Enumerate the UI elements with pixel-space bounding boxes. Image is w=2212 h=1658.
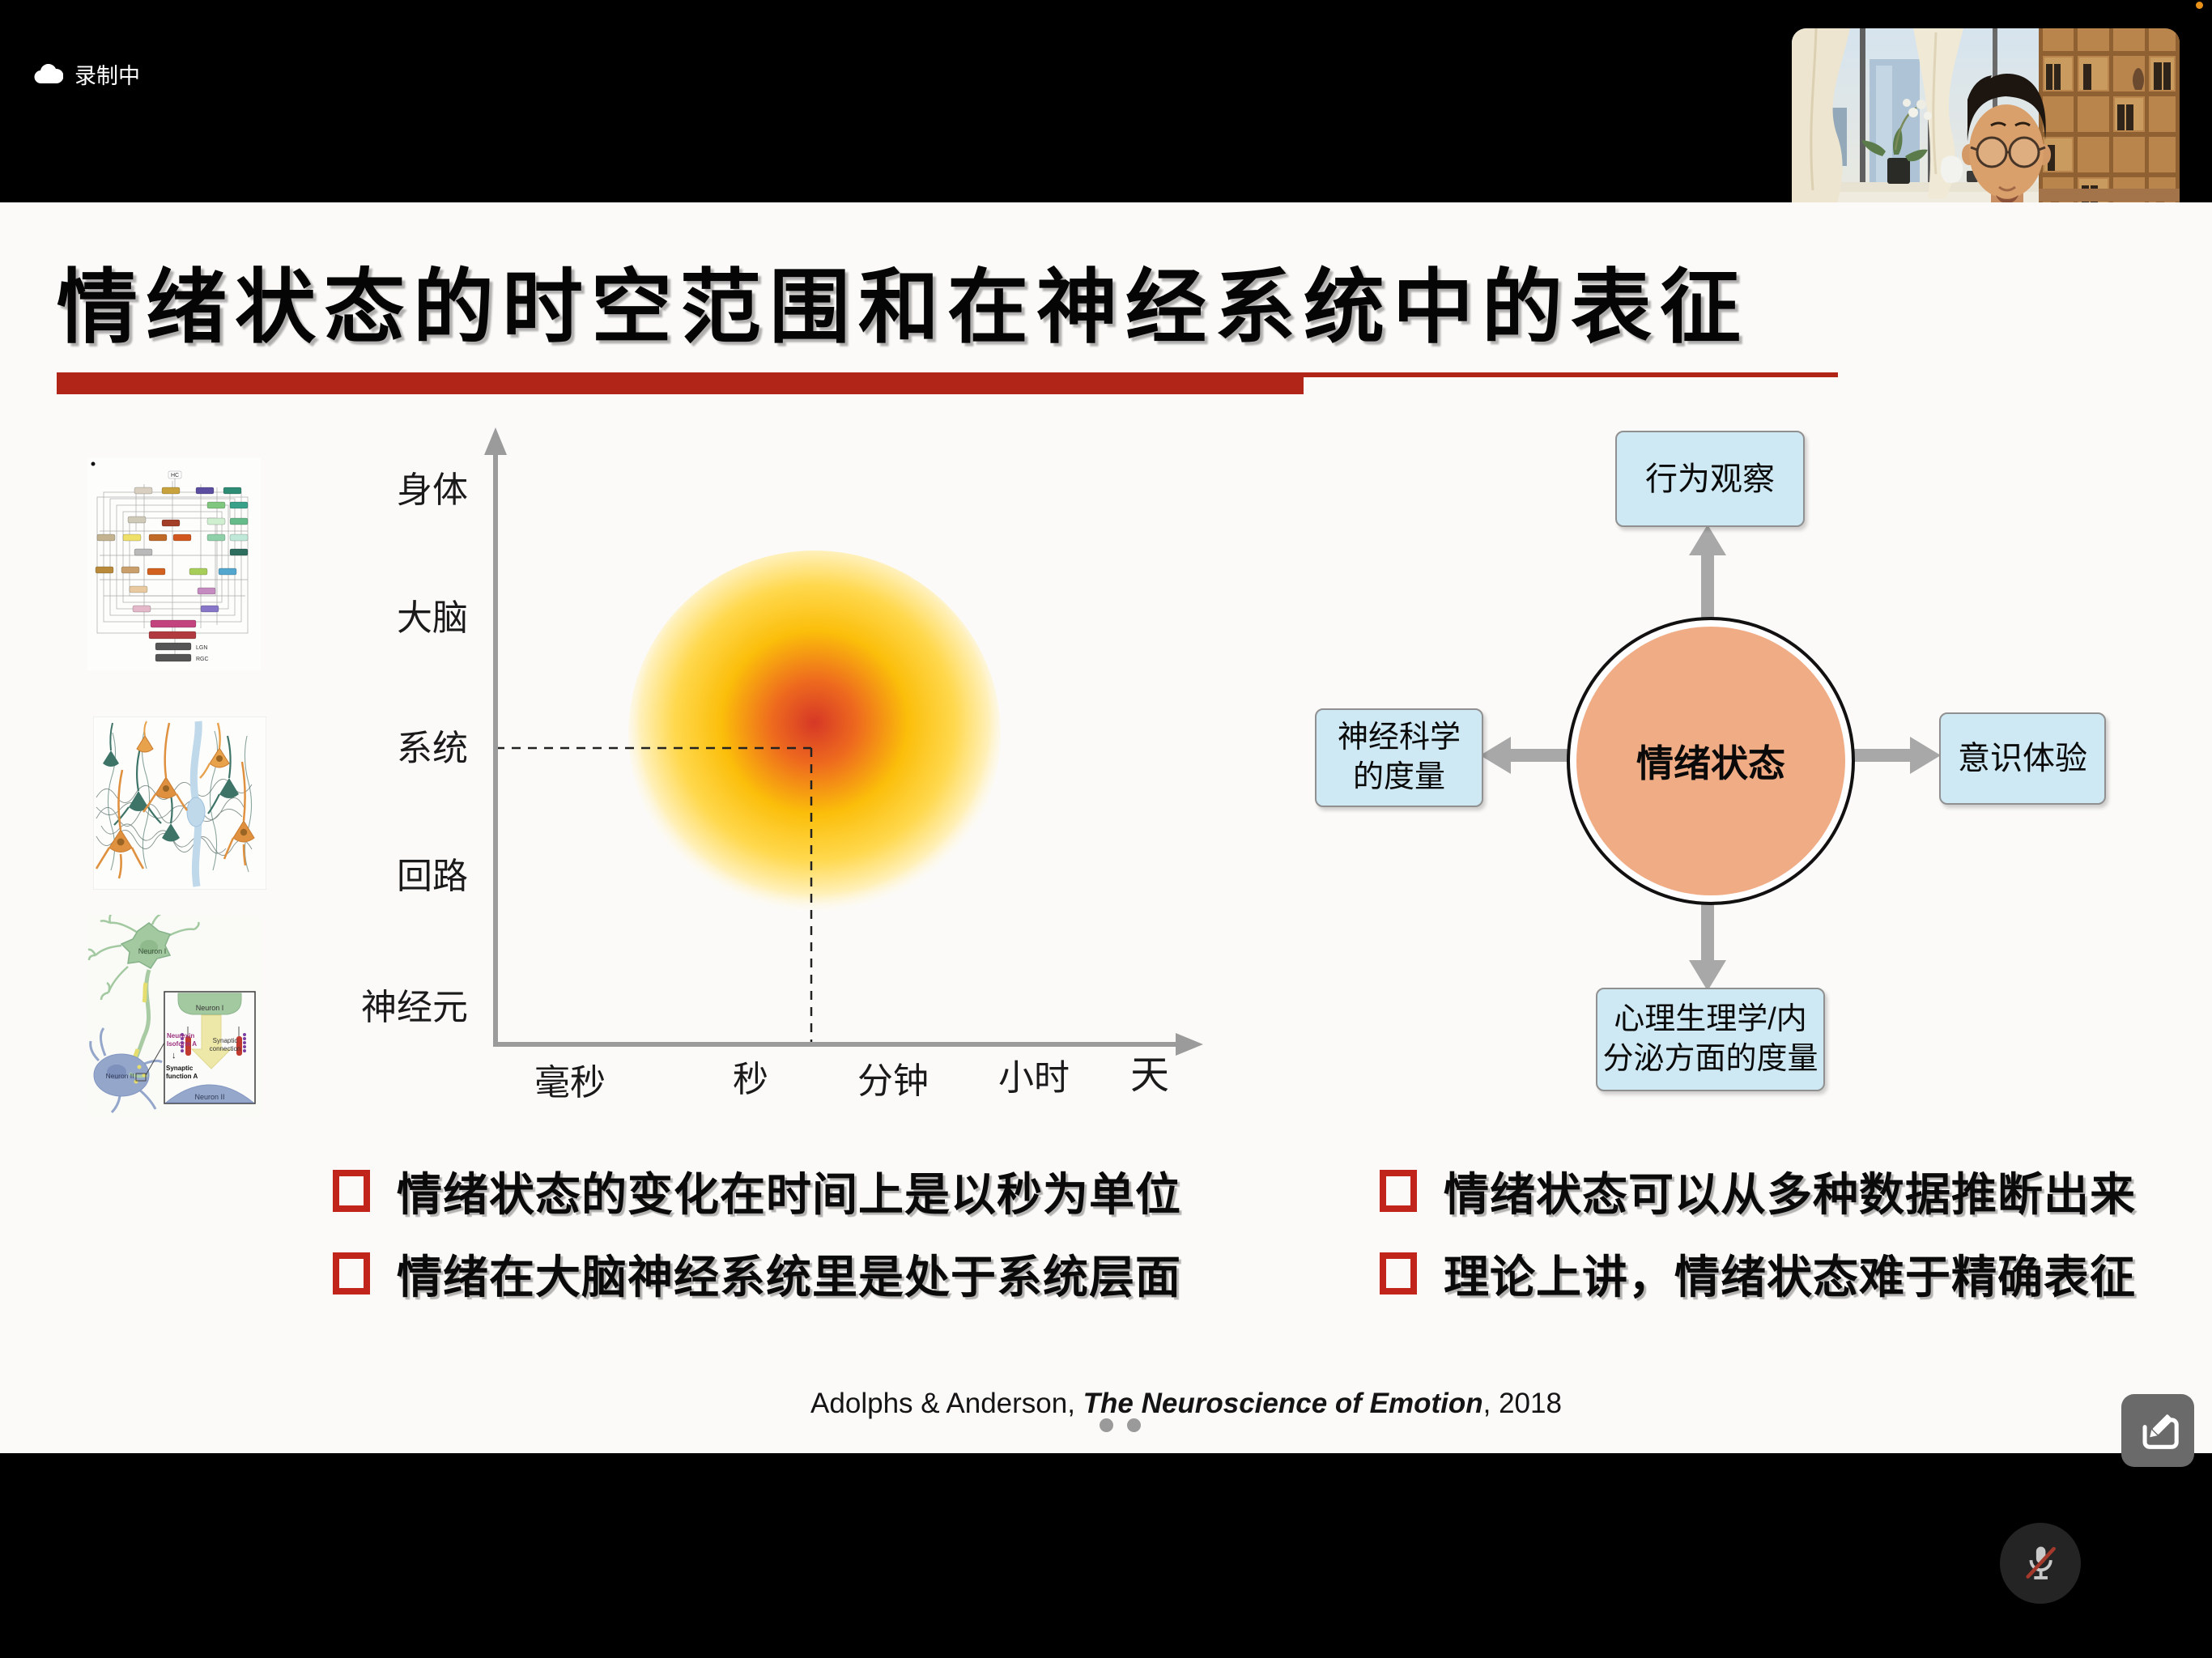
synapse-neuron2-label: Neuron II — [106, 1072, 134, 1080]
bullet-right-1-text: 情绪状态可以从多种数据推断出来 — [1444, 1168, 2136, 1220]
pagination-dot-1 — [1100, 1418, 1113, 1432]
bullet-right-1: 情绪状态可以从多种数据推断出来 — [1380, 1164, 2136, 1220]
bullet-left-2: 情绪在大脑神经系统里是处于系统层面 — [333, 1247, 1181, 1303]
slide-title: 情绪状态的时空范围和在神经系统中的表征 — [57, 262, 1749, 353]
psychophysiology-label-1: 心理生理学/内 — [1614, 1001, 1807, 1036]
neuroscience-measure-label-1: 神经科学 — [1337, 720, 1461, 755]
bullet-right-2-text: 理论上讲，情绪状态难于精确表征 — [1444, 1251, 2136, 1303]
y-tick-system: 系统 — [397, 729, 468, 768]
emotion-state-diagram: 行为观察 神经科学 的度量 意识体验 心理生理学/内 分泌方面的度量 情绪状态 — [1295, 405, 2154, 1117]
down-arrow-glyph: ↓ — [172, 1051, 177, 1061]
spacetime-chart: 身体 大脑 系统 回路 神经元 毫秒 秒 分钟 小时 天 — [324, 421, 1214, 1133]
recording-indicator[interactable]: 录制中 — [34, 58, 140, 90]
bullet-right-2: 理论上讲，情绪状态难于精确表征 — [1380, 1247, 2136, 1303]
conscious-experience-label: 意识体验 — [1958, 741, 2087, 776]
y-tick-body: 身体 — [397, 470, 468, 510]
psychophysiology-label-2: 分泌方面的度量 — [1602, 1042, 1819, 1076]
cloud-icon — [34, 63, 63, 83]
synaptic-connection-label-2: connection — [210, 1045, 241, 1052]
bullet-left-1: 情绪状态的变化在时间上是以秒为单位 — [333, 1164, 1181, 1220]
diagram-box-behavior: 行为观察 — [1615, 431, 1805, 527]
x-tick-day: 天 — [1130, 1054, 1169, 1097]
inset-neuron2-label: Neuron II — [194, 1093, 224, 1101]
hierarchy-lgn-label: LGN — [196, 645, 207, 651]
citation: Adolphs & Anderson, The Neuroscience of … — [729, 1388, 1644, 1420]
pen-annotate-icon — [2142, 1414, 2179, 1449]
emotion-state-circle: 情绪状态 — [1567, 617, 1855, 905]
presentation-slide: 情绪状态的时空范围和在神经系统中的表征 — [0, 202, 2212, 1453]
emotion-state-label: 情绪状态 — [1636, 742, 1785, 784]
chart-axes — [484, 427, 1203, 1056]
neurexin-label-2: Isoform A — [167, 1040, 197, 1048]
synaptic-function-label-2: function A — [166, 1073, 198, 1080]
bullet-square-icon — [333, 1170, 370, 1212]
diagram-arrows — [1480, 525, 1941, 991]
title-underline-bar — [57, 372, 1304, 394]
citation-year: , 2018 — [1482, 1388, 1562, 1419]
y-tick-circuit: 回路 — [397, 857, 468, 896]
bullet-square-icon — [333, 1252, 370, 1295]
x-tick-millisecond: 毫秒 — [534, 1063, 606, 1103]
diagram-box-conscious: 意识体验 — [1939, 712, 2106, 805]
diagram-box-psychophysiology: 心理生理学/内 分泌方面的度量 — [1596, 988, 1825, 1091]
hierarchy-rgc-label: RGC — [196, 657, 209, 662]
y-tick-brain: 大脑 — [397, 598, 468, 638]
x-tick-minute: 分钟 — [857, 1061, 929, 1101]
neurexin-label-1: Neurexin — [167, 1032, 194, 1039]
bullet-left-1-text: 情绪状态的变化在时间上是以秒为单位 — [397, 1168, 1181, 1220]
synaptic-connection-label-1: Synaptic — [213, 1037, 238, 1044]
behavior-observation-label: 行为观察 — [1645, 461, 1775, 497]
annotate-button[interactable] — [2121, 1394, 2194, 1467]
recording-label: 录制中 — [74, 64, 140, 88]
microphone-muted-button[interactable] — [2000, 1523, 2081, 1604]
citation-authors: Adolphs & Anderson, — [810, 1388, 1083, 1419]
figure-cortical-neurons — [92, 716, 267, 891]
y-tick-neuron: 神经元 — [361, 988, 468, 1027]
recording-status-dot — [2196, 2, 2203, 9]
webcam-video — [1792, 28, 2180, 249]
citation-book-title: The Neuroscience of Emotion — [1083, 1388, 1483, 1419]
x-tick-second: 秒 — [733, 1060, 768, 1099]
synapse-neuron1-label: Neuron I — [138, 947, 167, 955]
inset-neuron1-label: Neuron I — [196, 1004, 224, 1012]
bullet-square-icon — [1380, 1252, 1417, 1295]
hierarchy-top-label: HC — [171, 473, 179, 478]
x-tick-hour: 小时 — [998, 1058, 1070, 1098]
synaptic-function-label-1: Synaptic — [166, 1065, 194, 1072]
emotion-blob — [628, 551, 1001, 916]
mic-muted-icon — [2026, 1546, 2056, 1579]
figure-synapse-diagram: Neuron I Neuron II Neuron I Neurexin Iso… — [87, 912, 261, 1117]
pagination-dot-2 — [1127, 1418, 1141, 1432]
diagram-box-neuroscience: 神经科学 的度量 — [1315, 708, 1483, 807]
bullet-left-2-text: 情绪在大脑神经系统里是处于系统层面 — [397, 1251, 1181, 1303]
figure-brain-hierarchy: HC LGN RGC — [87, 458, 261, 670]
bullet-square-icon — [1380, 1170, 1417, 1212]
neuroscience-measure-label-2: 的度量 — [1352, 760, 1445, 794]
